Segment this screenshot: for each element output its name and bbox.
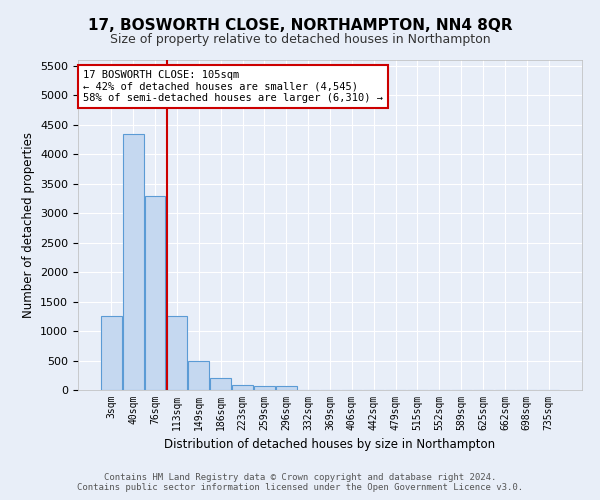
Bar: [123, 134, 143, 390]
Bar: [232, 384, 253, 390]
Bar: [276, 386, 296, 390]
Bar: [254, 386, 275, 390]
Bar: [101, 316, 122, 390]
Text: Contains HM Land Registry data © Crown copyright and database right 2024.
Contai: Contains HM Land Registry data © Crown c…: [77, 473, 523, 492]
Bar: [210, 378, 231, 390]
Text: 17 BOSWORTH CLOSE: 105sqm
← 42% of detached houses are smaller (4,545)
58% of se: 17 BOSWORTH CLOSE: 105sqm ← 42% of detac…: [83, 70, 383, 103]
Bar: [167, 316, 187, 390]
X-axis label: Distribution of detached houses by size in Northampton: Distribution of detached houses by size …: [164, 438, 496, 452]
Text: 17, BOSWORTH CLOSE, NORTHAMPTON, NN4 8QR: 17, BOSWORTH CLOSE, NORTHAMPTON, NN4 8QR: [88, 18, 512, 32]
Bar: [188, 361, 209, 390]
Bar: [145, 196, 166, 390]
Y-axis label: Number of detached properties: Number of detached properties: [22, 132, 35, 318]
Text: Size of property relative to detached houses in Northampton: Size of property relative to detached ho…: [110, 32, 490, 46]
